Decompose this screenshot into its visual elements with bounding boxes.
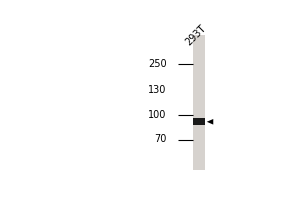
Text: 293T: 293T — [183, 23, 208, 47]
Polygon shape — [207, 119, 213, 125]
Text: 130: 130 — [148, 85, 166, 95]
Text: 100: 100 — [148, 110, 166, 120]
Text: 70: 70 — [154, 134, 167, 144]
Bar — [193, 35, 206, 170]
Text: 250: 250 — [148, 59, 167, 69]
Bar — [193, 118, 206, 125]
